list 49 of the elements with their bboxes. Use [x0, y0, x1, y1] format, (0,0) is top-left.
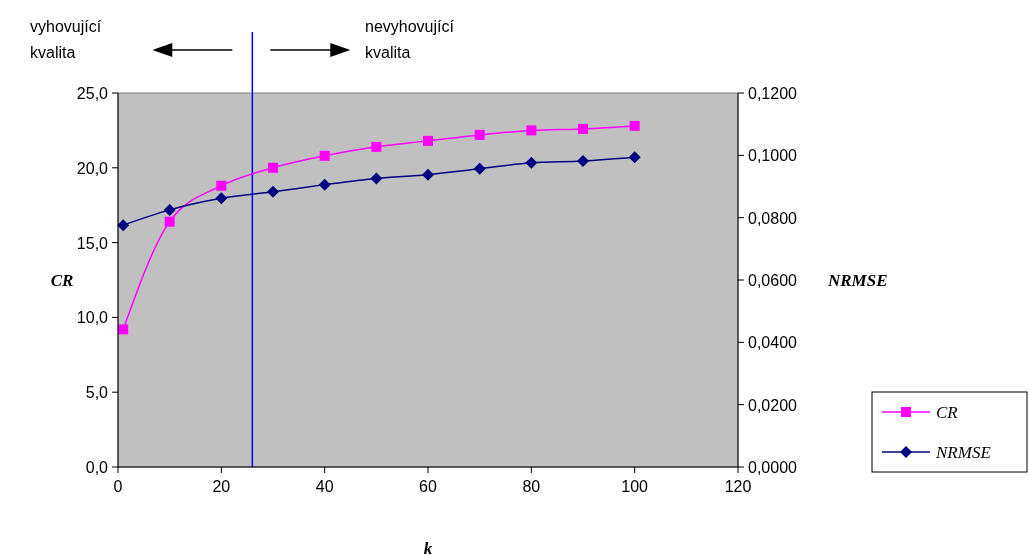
y-tick-label: 0,0: [85, 459, 109, 476]
point: [371, 141, 382, 152]
point: [117, 219, 130, 232]
point: [628, 151, 641, 164]
legend-label: CR: [936, 403, 959, 422]
point: [216, 180, 227, 191]
point: [526, 125, 537, 136]
y-tick-label: 25,0: [76, 85, 109, 102]
y2-axis-title: NRMSE: [827, 271, 888, 290]
x-tick-label: 80: [522, 478, 541, 495]
point: [422, 168, 434, 181]
y2-tick-label: 0,0200: [748, 396, 798, 414]
x-tick-label: 40: [315, 478, 334, 495]
y2-tick-label: 0,1000: [748, 147, 798, 165]
y-tick-label: 5,0: [85, 384, 109, 402]
point: [423, 135, 433, 146]
point: [629, 120, 640, 131]
point: [577, 154, 589, 167]
text: nevyhovující kvalita: [365, 18, 455, 61]
point: [578, 123, 588, 134]
x-axis-title: k: [423, 539, 433, 557]
x-tick-label: 20: [212, 478, 231, 495]
point: [268, 162, 278, 173]
y-tick-label: 20,0: [76, 159, 109, 177]
point: [267, 185, 279, 198]
point: [473, 162, 486, 175]
y2-tick-label: 0,1200: [748, 85, 798, 102]
point: [118, 324, 129, 335]
legend-label: NRMSE: [935, 443, 992, 462]
y-tick-label: 15,0: [76, 234, 109, 252]
x-tick-label: 100: [621, 478, 649, 495]
point: [163, 203, 176, 216]
y2-tick-label: 0,0000: [748, 459, 798, 476]
x-tick-label: 120: [724, 478, 752, 495]
x-tick-label: 60: [419, 478, 437, 495]
y2-tick-label: 0,0800: [748, 209, 798, 227]
point: [319, 150, 330, 161]
y-axis-title: CR: [50, 271, 74, 290]
point: [164, 216, 175, 227]
text: vyhovující kvalita: [30, 18, 102, 61]
point: [525, 156, 538, 169]
point: [474, 129, 485, 140]
y-tick-label: 10,0: [76, 309, 109, 327]
point: [370, 172, 383, 185]
y2-tick-label: 0,0600: [748, 272, 798, 289]
x-tick-label: 0: [113, 478, 123, 495]
point: [215, 192, 228, 205]
y2-tick-label: 0,0400: [748, 334, 798, 352]
point: [318, 178, 331, 191]
